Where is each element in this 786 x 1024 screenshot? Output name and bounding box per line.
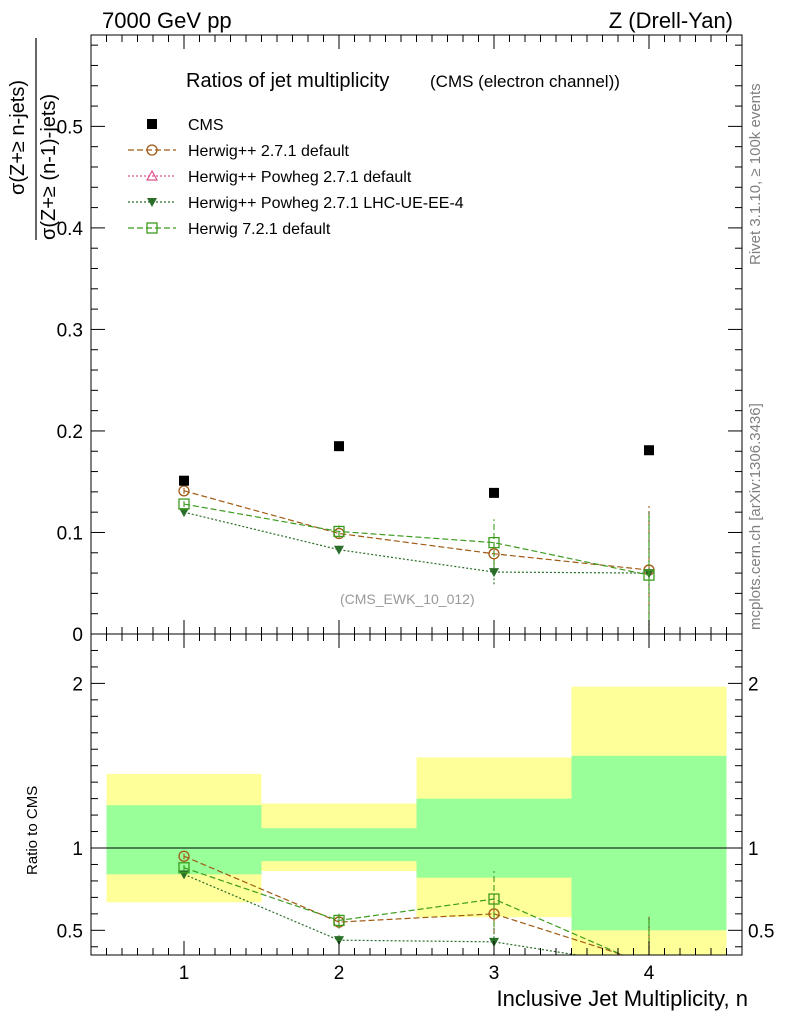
- main-title: Ratios of jet multiplicity: [186, 70, 389, 92]
- legend-item: Herwig++ 2.7.1 default: [128, 143, 350, 160]
- ratio-herwigpp-point: [178, 850, 190, 862]
- main-y-tick-label: 0.1: [57, 523, 83, 544]
- main-watermark: (CMS_EWK_10_012): [340, 591, 475, 607]
- ratio-inner-band: [261, 828, 417, 862]
- legend-item: Herwig++ Powheg 2.7.1 LHC-UE-EE-4: [128, 195, 464, 212]
- ratio-herwigpp-line: [183, 855, 626, 955]
- main-herwigpp-point: [488, 548, 500, 560]
- legend-label: Herwig++ 2.7.1 default: [188, 143, 350, 160]
- header-left: 7000 GeV pp: [102, 8, 232, 33]
- ratio-y-tick-label-right: 1: [748, 839, 759, 860]
- legend: CMS Herwig++ 2.7.1 default Herwig++ Powheg…: [128, 117, 464, 238]
- mcplots-label: mcplots.cern.ch [arXiv:1306.3436]: [747, 403, 764, 630]
- x-tick-label: 1: [179, 963, 190, 984]
- main-herwig7-point: [178, 498, 190, 510]
- main-herwig7-line: [183, 503, 650, 576]
- x-tick-label: 3: [489, 963, 500, 984]
- main-powheg_lhc-point: [489, 568, 499, 578]
- legend-label: Herwig++ Powheg 2.7.1 default: [188, 169, 412, 186]
- x-tick-label: 2: [334, 963, 345, 984]
- main-powheg_lhc-point: [334, 545, 344, 555]
- ratio-powheg_lhc-point: [334, 936, 344, 946]
- rivet-label: Rivet 3.1.10, ≥ 100k events: [747, 83, 764, 265]
- main-y-tick-label: 0: [72, 625, 83, 646]
- ratio-y-tick-label-left: 0.5: [57, 921, 83, 942]
- legend-label: Herwig 7.2.1 default: [188, 221, 331, 238]
- legend-marker: [146, 222, 158, 234]
- legend-marker: [147, 119, 157, 129]
- main-data-point: [334, 441, 344, 452]
- ratio-herwig7-point: [488, 893, 500, 905]
- main-subtitle: (CMS (electron channel)): [430, 72, 620, 91]
- main-y-tick-label: 0.3: [57, 320, 83, 341]
- ratio-inner-band: [571, 755, 727, 931]
- y-label-numerator: σ(Z+≥ n-jets): [7, 80, 29, 195]
- main-data-point: [179, 475, 189, 486]
- main-y-tick-label: 0.2: [57, 422, 83, 443]
- main-data-point: [644, 445, 654, 456]
- ratio-y-label: Ratio to CMS: [24, 786, 41, 875]
- main-plot: 0.1 0.2 0.3 0.4 0.5 0 Ratios of jet multiplic…: [7, 34, 743, 646]
- legend-item: Herwig++ Powheg 2.7.1 default: [128, 169, 412, 186]
- ratio-y-tick-label-left: 2: [72, 674, 83, 695]
- ratio-inner-band: [106, 805, 262, 875]
- ratio-herwig7-point: [333, 914, 345, 927]
- ratio-y-tick-label-right: 0.5: [748, 921, 774, 942]
- x-tick-label: 4: [644, 963, 655, 984]
- main-herwigpp-line: [183, 490, 650, 571]
- legend-label: CMS: [188, 117, 224, 134]
- main-herwig7-point: [488, 536, 500, 549]
- main-y-tick-label: 0.4: [57, 219, 84, 240]
- y-label-denominator: σ(Z+≥ (n-1)-jets): [38, 94, 60, 240]
- ratio-y-tick-label-left: 1: [72, 839, 83, 860]
- legend-item: Herwig 7.2.1 default: [128, 221, 331, 238]
- ratio-herwig7-line: [183, 867, 625, 955]
- main-powheg_lhc-line: [183, 511, 650, 574]
- main-herwig7-point: [643, 569, 655, 581]
- legend-marker: [146, 144, 158, 156]
- ratio-plot: 1 2 3 4 0.5 0.5 1 1 2 2 Ratio to CMS Inclusive J…: [24, 633, 774, 1011]
- x-axis-label: Inclusive Jet Multiplicity, n: [497, 986, 748, 1011]
- main-y-tick-label: 0.5: [57, 117, 83, 138]
- main-herwig7-point: [333, 525, 345, 538]
- ratio-y-tick-label-right: 2: [748, 674, 759, 695]
- main-data-point: [489, 487, 499, 498]
- legend-label: Herwig++ Powheg 2.7.1 LHC-UE-EE-4: [188, 195, 464, 212]
- main-herwigpp-point: [178, 485, 190, 497]
- header-right: Z (Drell-Yan): [609, 8, 733, 33]
- ratio-inner-band: [416, 798, 572, 878]
- legend-marker: [147, 198, 157, 207]
- legend-marker: [145, 169, 159, 181]
- main-powheg_lhc-point: [179, 508, 189, 518]
- ratio-herwig7-point: [178, 862, 190, 874]
- legend-item: CMS: [147, 117, 224, 134]
